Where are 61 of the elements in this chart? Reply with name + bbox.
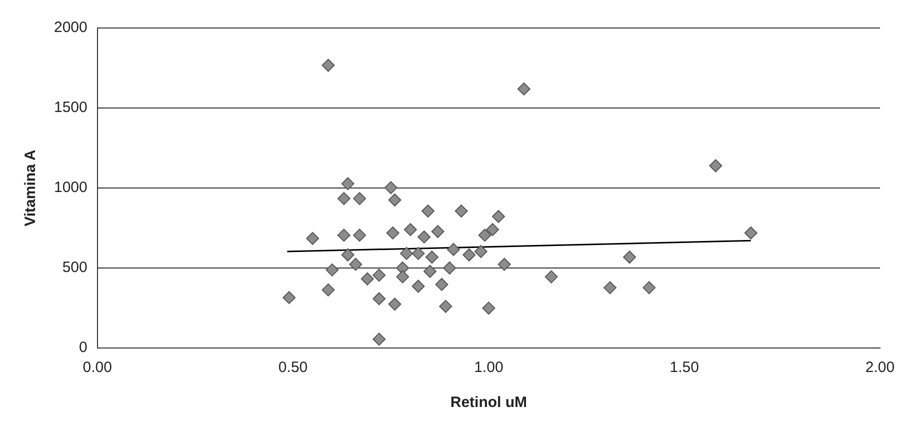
point bbox=[322, 58, 335, 72]
point bbox=[341, 177, 354, 190]
point bbox=[431, 225, 444, 238]
y-tick-label: 0 bbox=[79, 339, 88, 356]
point bbox=[446, 242, 460, 256]
point bbox=[337, 228, 350, 242]
point bbox=[412, 246, 425, 260]
point bbox=[341, 248, 354, 262]
point bbox=[603, 281, 616, 294]
point bbox=[454, 204, 468, 218]
y-tick-label: 1000 bbox=[54, 179, 88, 196]
point bbox=[492, 210, 505, 223]
point bbox=[517, 82, 530, 96]
point bbox=[306, 232, 320, 245]
point bbox=[404, 223, 417, 236]
point bbox=[425, 250, 438, 264]
x-tick-label: 1.00 bbox=[474, 359, 504, 376]
point bbox=[396, 270, 410, 284]
point bbox=[353, 228, 366, 242]
point bbox=[478, 228, 492, 242]
point bbox=[498, 258, 511, 271]
x-tick-label: 1.50 bbox=[670, 359, 699, 376]
x-axis-title: Retinol uM bbox=[450, 394, 528, 412]
point bbox=[360, 272, 374, 286]
point bbox=[642, 281, 656, 294]
point bbox=[435, 278, 448, 291]
y-tick-label: 2000 bbox=[54, 19, 88, 36]
x-tick-label: 0.00 bbox=[82, 359, 112, 376]
point bbox=[486, 223, 500, 236]
point bbox=[353, 192, 366, 206]
point bbox=[372, 268, 386, 282]
y-axis-title: Vitamina A bbox=[22, 149, 40, 226]
point bbox=[412, 280, 425, 293]
x-tick-label: 2.00 bbox=[865, 359, 895, 376]
point bbox=[372, 332, 386, 346]
point bbox=[482, 302, 496, 315]
point bbox=[462, 248, 476, 262]
point bbox=[474, 245, 488, 258]
point bbox=[388, 194, 402, 206]
point bbox=[400, 246, 414, 260]
point bbox=[744, 226, 758, 240]
x-tick-label: 0.50 bbox=[278, 359, 308, 376]
y-tick-label: 1500 bbox=[54, 99, 88, 116]
point bbox=[326, 263, 339, 276]
point bbox=[282, 291, 296, 304]
point bbox=[337, 192, 350, 206]
point bbox=[322, 283, 335, 296]
point bbox=[423, 264, 436, 278]
point bbox=[544, 270, 558, 284]
point bbox=[349, 258, 362, 271]
point bbox=[388, 298, 402, 311]
point bbox=[418, 230, 431, 244]
point bbox=[422, 204, 435, 218]
point bbox=[439, 300, 452, 313]
y-tick-label: 500 bbox=[62, 259, 88, 276]
point bbox=[443, 262, 456, 274]
point bbox=[709, 159, 722, 172]
point bbox=[384, 181, 398, 194]
point bbox=[623, 250, 636, 264]
point bbox=[386, 226, 400, 240]
point bbox=[372, 292, 386, 306]
